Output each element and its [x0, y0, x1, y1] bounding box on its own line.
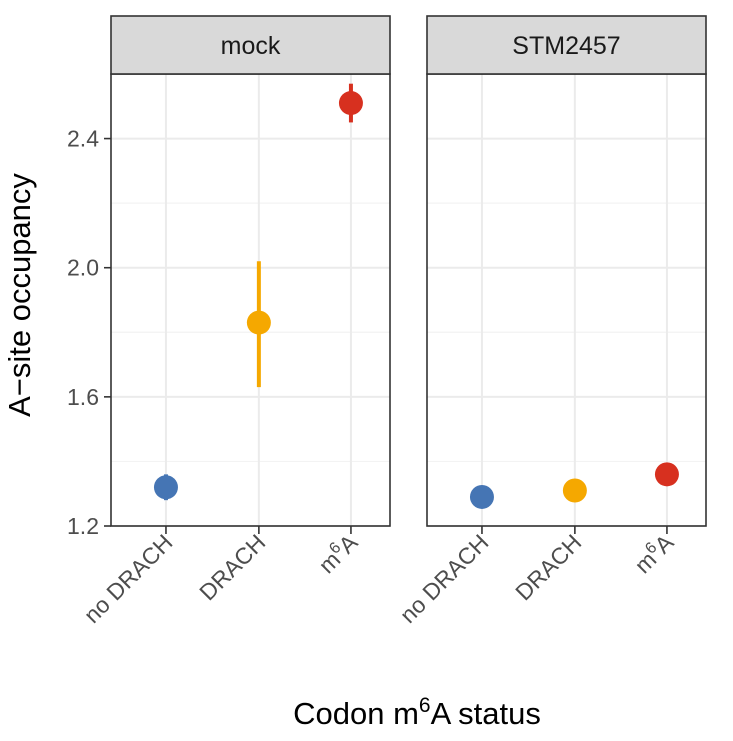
y-tick-label: 1.2	[67, 513, 99, 539]
y-axis-title: A−site occupancy	[2, 173, 37, 417]
facet-strip	[110, 15, 391, 75]
data-point	[469, 484, 494, 509]
x-tick-label: DRACH	[194, 529, 270, 605]
panel-1: STM2457 no DRACH DRACH m6A	[395, 15, 707, 628]
x-tick-label: m6A	[313, 528, 363, 578]
data-point	[562, 478, 587, 503]
panel-0: mock no DRACH DRACH m6A	[79, 15, 391, 628]
y-tick-label: 2.4	[67, 126, 99, 152]
x-tick-label: DRACH	[510, 529, 586, 605]
x-tick-label: m6A	[629, 528, 679, 578]
y-tick-label: 1.6	[67, 384, 99, 410]
x-axis-title-post: A status	[431, 696, 541, 731]
x-axis-title: Codon m6A status	[293, 694, 541, 731]
facet-strip	[426, 15, 707, 75]
data-point	[246, 310, 271, 335]
x-tick-label: no DRACH	[395, 529, 494, 628]
y-axis: 1.2 1.6 2.0 2.4	[67, 126, 111, 539]
data-point	[654, 462, 679, 487]
x-axis-title-pre: Codon m	[293, 696, 419, 731]
data-point	[153, 475, 178, 500]
facet-strip-label: mock	[221, 32, 281, 60]
data-point	[338, 91, 363, 116]
facet-strip-label: STM2457	[512, 32, 620, 60]
x-axis-title-sup: 6	[419, 694, 431, 717]
x-tick-label: no DRACH	[79, 529, 178, 628]
panel-background	[111, 74, 390, 526]
panel-background	[427, 74, 706, 526]
y-tick-label: 2.0	[67, 255, 99, 281]
